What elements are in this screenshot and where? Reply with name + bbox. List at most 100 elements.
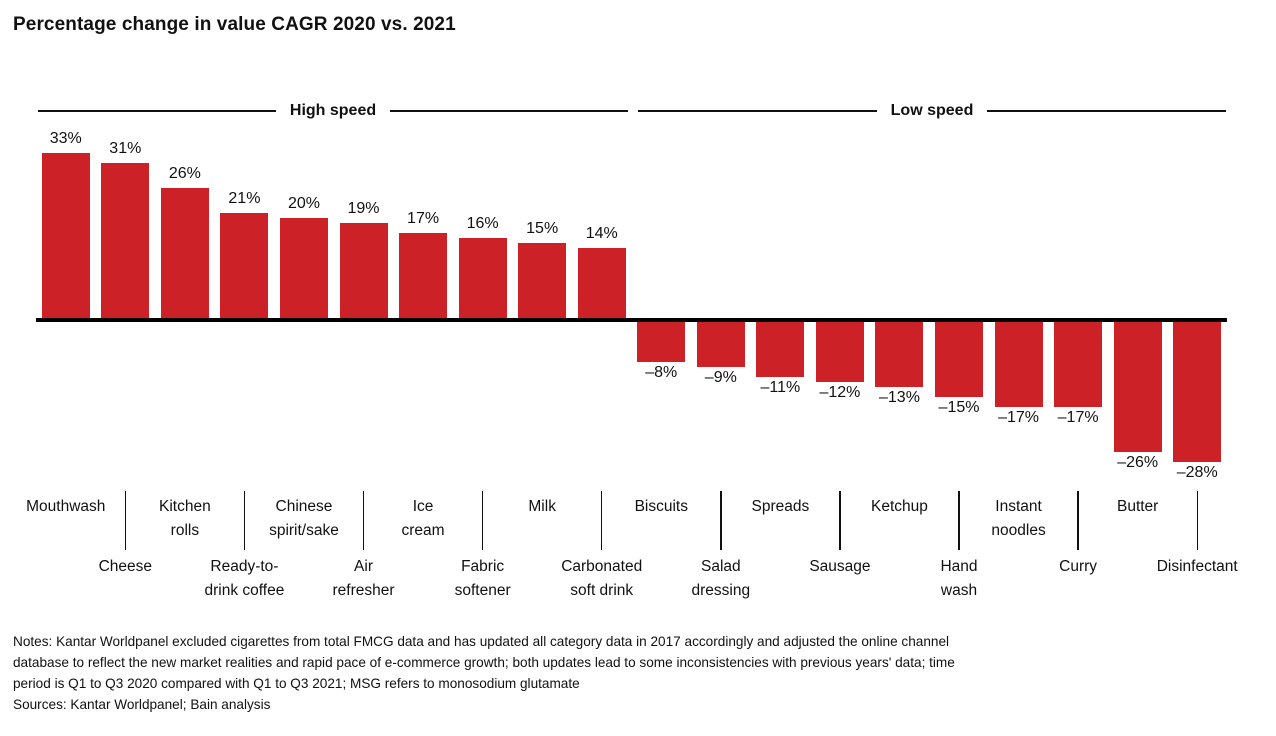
category-label-line: noodles: [991, 522, 1046, 539]
chart-title: Percentage change in value CAGR 2020 vs.…: [13, 14, 456, 35]
category-label-line: Hand: [940, 558, 978, 575]
category-leader-line-salad-dressing: [720, 491, 722, 550]
bar-disinfectant: [1173, 322, 1222, 462]
value-label-milk: 15%: [526, 220, 559, 237]
category-label-line: soft drink: [570, 582, 634, 599]
bar-mouthwash: [41, 153, 90, 318]
category-label-line: spirit/sake: [269, 522, 339, 539]
category-label-disinfectant: Disinfectant: [1131, 555, 1263, 579]
bar-air-refresher: [339, 223, 388, 318]
value-label-sausage: –12%: [819, 384, 861, 401]
footnotes: Notes: Kantar Worldpanel excluded cigare…: [13, 631, 1253, 715]
value-label-kitchen-rolls: 26%: [168, 165, 201, 182]
category-label-line: Chinese: [275, 498, 333, 515]
bar-salad-dressing: [696, 322, 745, 367]
category-label-line: Sausage: [809, 558, 871, 575]
value-label-spreads: –11%: [760, 379, 801, 396]
category-leader-line-carbonated-soft-drink: [601, 491, 603, 550]
category-label-line: Ready-to-: [210, 558, 279, 575]
category-label-ice-cream: Ice cream: [357, 495, 489, 543]
category-leader-line-cheese: [124, 491, 127, 550]
sources-line: Sources: Kantar Worldpanel; Bain analysi…: [13, 697, 271, 712]
category-label-line: Disinfectant: [1156, 558, 1238, 575]
category-label-line: refresher: [332, 582, 395, 599]
category-leader-line-hand-wash: [958, 491, 960, 550]
value-label-ice-cream: 17%: [407, 210, 440, 227]
value-label-hand-wash: –15%: [938, 399, 980, 416]
category-label-curry: Curry: [1012, 555, 1144, 579]
category-leader-line-disinfectant: [1196, 491, 1198, 550]
bar-sausage: [815, 322, 864, 382]
zero-axis-line: [36, 318, 1227, 322]
bar-ready-to-drink-coffee: [220, 213, 269, 318]
category-label-line: softener: [454, 582, 511, 599]
value-label-salad-dressing: –9%: [704, 369, 737, 386]
bar-butter: [1113, 322, 1162, 452]
category-label-carbonated-soft-drink: Carbonated soft drink: [536, 555, 668, 603]
category-label-fabric-softener: Fabric softener: [417, 555, 549, 603]
bar-instant-noodles: [994, 322, 1043, 407]
bar-kitchen-rolls: [160, 188, 209, 318]
category-label-line: rolls: [170, 522, 200, 539]
high-speed-label: High speed: [289, 102, 377, 119]
category-label-line: Milk: [528, 498, 556, 515]
value-label-butter: –26%: [1117, 454, 1159, 471]
low-speed-label: Low speed: [890, 102, 974, 119]
category-label-line: Salad: [700, 558, 741, 575]
notes-line: Notes: Kantar Worldpanel excluded cigare…: [13, 634, 950, 649]
category-leader-line-air-refresher: [362, 491, 365, 550]
category-label-butter: Butter: [1072, 495, 1204, 519]
notes-line: period is Q1 to Q3 2020 compared with Q1…: [13, 676, 580, 691]
low-speed-left-rule: [638, 110, 877, 112]
category-leader-line-curry: [1077, 491, 1079, 550]
category-label-ketchup: Ketchup: [833, 495, 965, 519]
category-label-line: Spreads: [751, 498, 810, 515]
category-label-line: cream: [401, 522, 445, 539]
category-label-line: Cheese: [98, 558, 153, 575]
high-speed-left-rule: [38, 110, 276, 112]
value-label-biscuits: –8%: [645, 364, 678, 381]
category-leader-line-ready-to-drink-coffee: [243, 491, 246, 550]
category-label-mouthwash: Mouthwash: [0, 495, 132, 519]
bar-cheese: [101, 163, 150, 318]
bar-ketchup: [875, 322, 924, 387]
category-label-line: Carbonated: [561, 558, 643, 575]
value-label-disinfectant: –28%: [1176, 464, 1218, 481]
category-label-line: Mouthwash: [26, 498, 106, 515]
category-label-cheese: Cheese: [59, 555, 191, 579]
category-label-sausage: Sausage: [774, 555, 906, 579]
notes-line: database to reflect the new market reali…: [13, 655, 955, 670]
value-label-air-refresher: 19%: [347, 200, 380, 217]
high-speed-header: High speed: [38, 101, 629, 121]
category-label-line: Biscuits: [634, 498, 688, 515]
category-leader-line-fabric-softener: [481, 491, 484, 550]
value-label-chinese-spirit-sake: 20%: [287, 195, 320, 212]
category-leader-line-sausage: [839, 491, 841, 550]
category-label-biscuits: Biscuits: [595, 495, 727, 519]
bar-biscuits: [637, 322, 686, 362]
category-label-air-refresher: Air refresher: [298, 555, 430, 603]
category-label-line: Kitchen: [159, 498, 211, 515]
category-label-line: Curry: [1059, 558, 1098, 575]
category-label-line: Ketchup: [871, 498, 928, 515]
category-label-line: Fabric: [461, 558, 505, 575]
value-label-mouthwash: 33%: [49, 130, 82, 147]
value-label-curry: –17%: [1057, 409, 1099, 426]
low-speed-right-rule: [987, 110, 1226, 112]
value-label-fabric-softener: 16%: [466, 215, 499, 232]
category-label-spreads: Spreads: [714, 495, 846, 519]
bar-curry: [1054, 322, 1103, 407]
category-label-line: Instant: [995, 498, 1042, 515]
bar-hand-wash: [935, 322, 984, 397]
category-label-line: Ice: [412, 498, 434, 515]
category-label-kitchen-rolls: Kitchen rolls: [119, 495, 251, 543]
category-label-line: Butter: [1116, 498, 1159, 515]
value-label-ketchup: –13%: [879, 389, 920, 406]
category-label-line: dressing: [691, 582, 751, 599]
category-label-chinese-spirit-sake: Chinese spirit/sake: [238, 495, 370, 543]
bar-fabric-softener: [458, 238, 507, 318]
category-label-line: drink coffee: [204, 582, 285, 599]
bar-ice-cream: [399, 233, 448, 318]
